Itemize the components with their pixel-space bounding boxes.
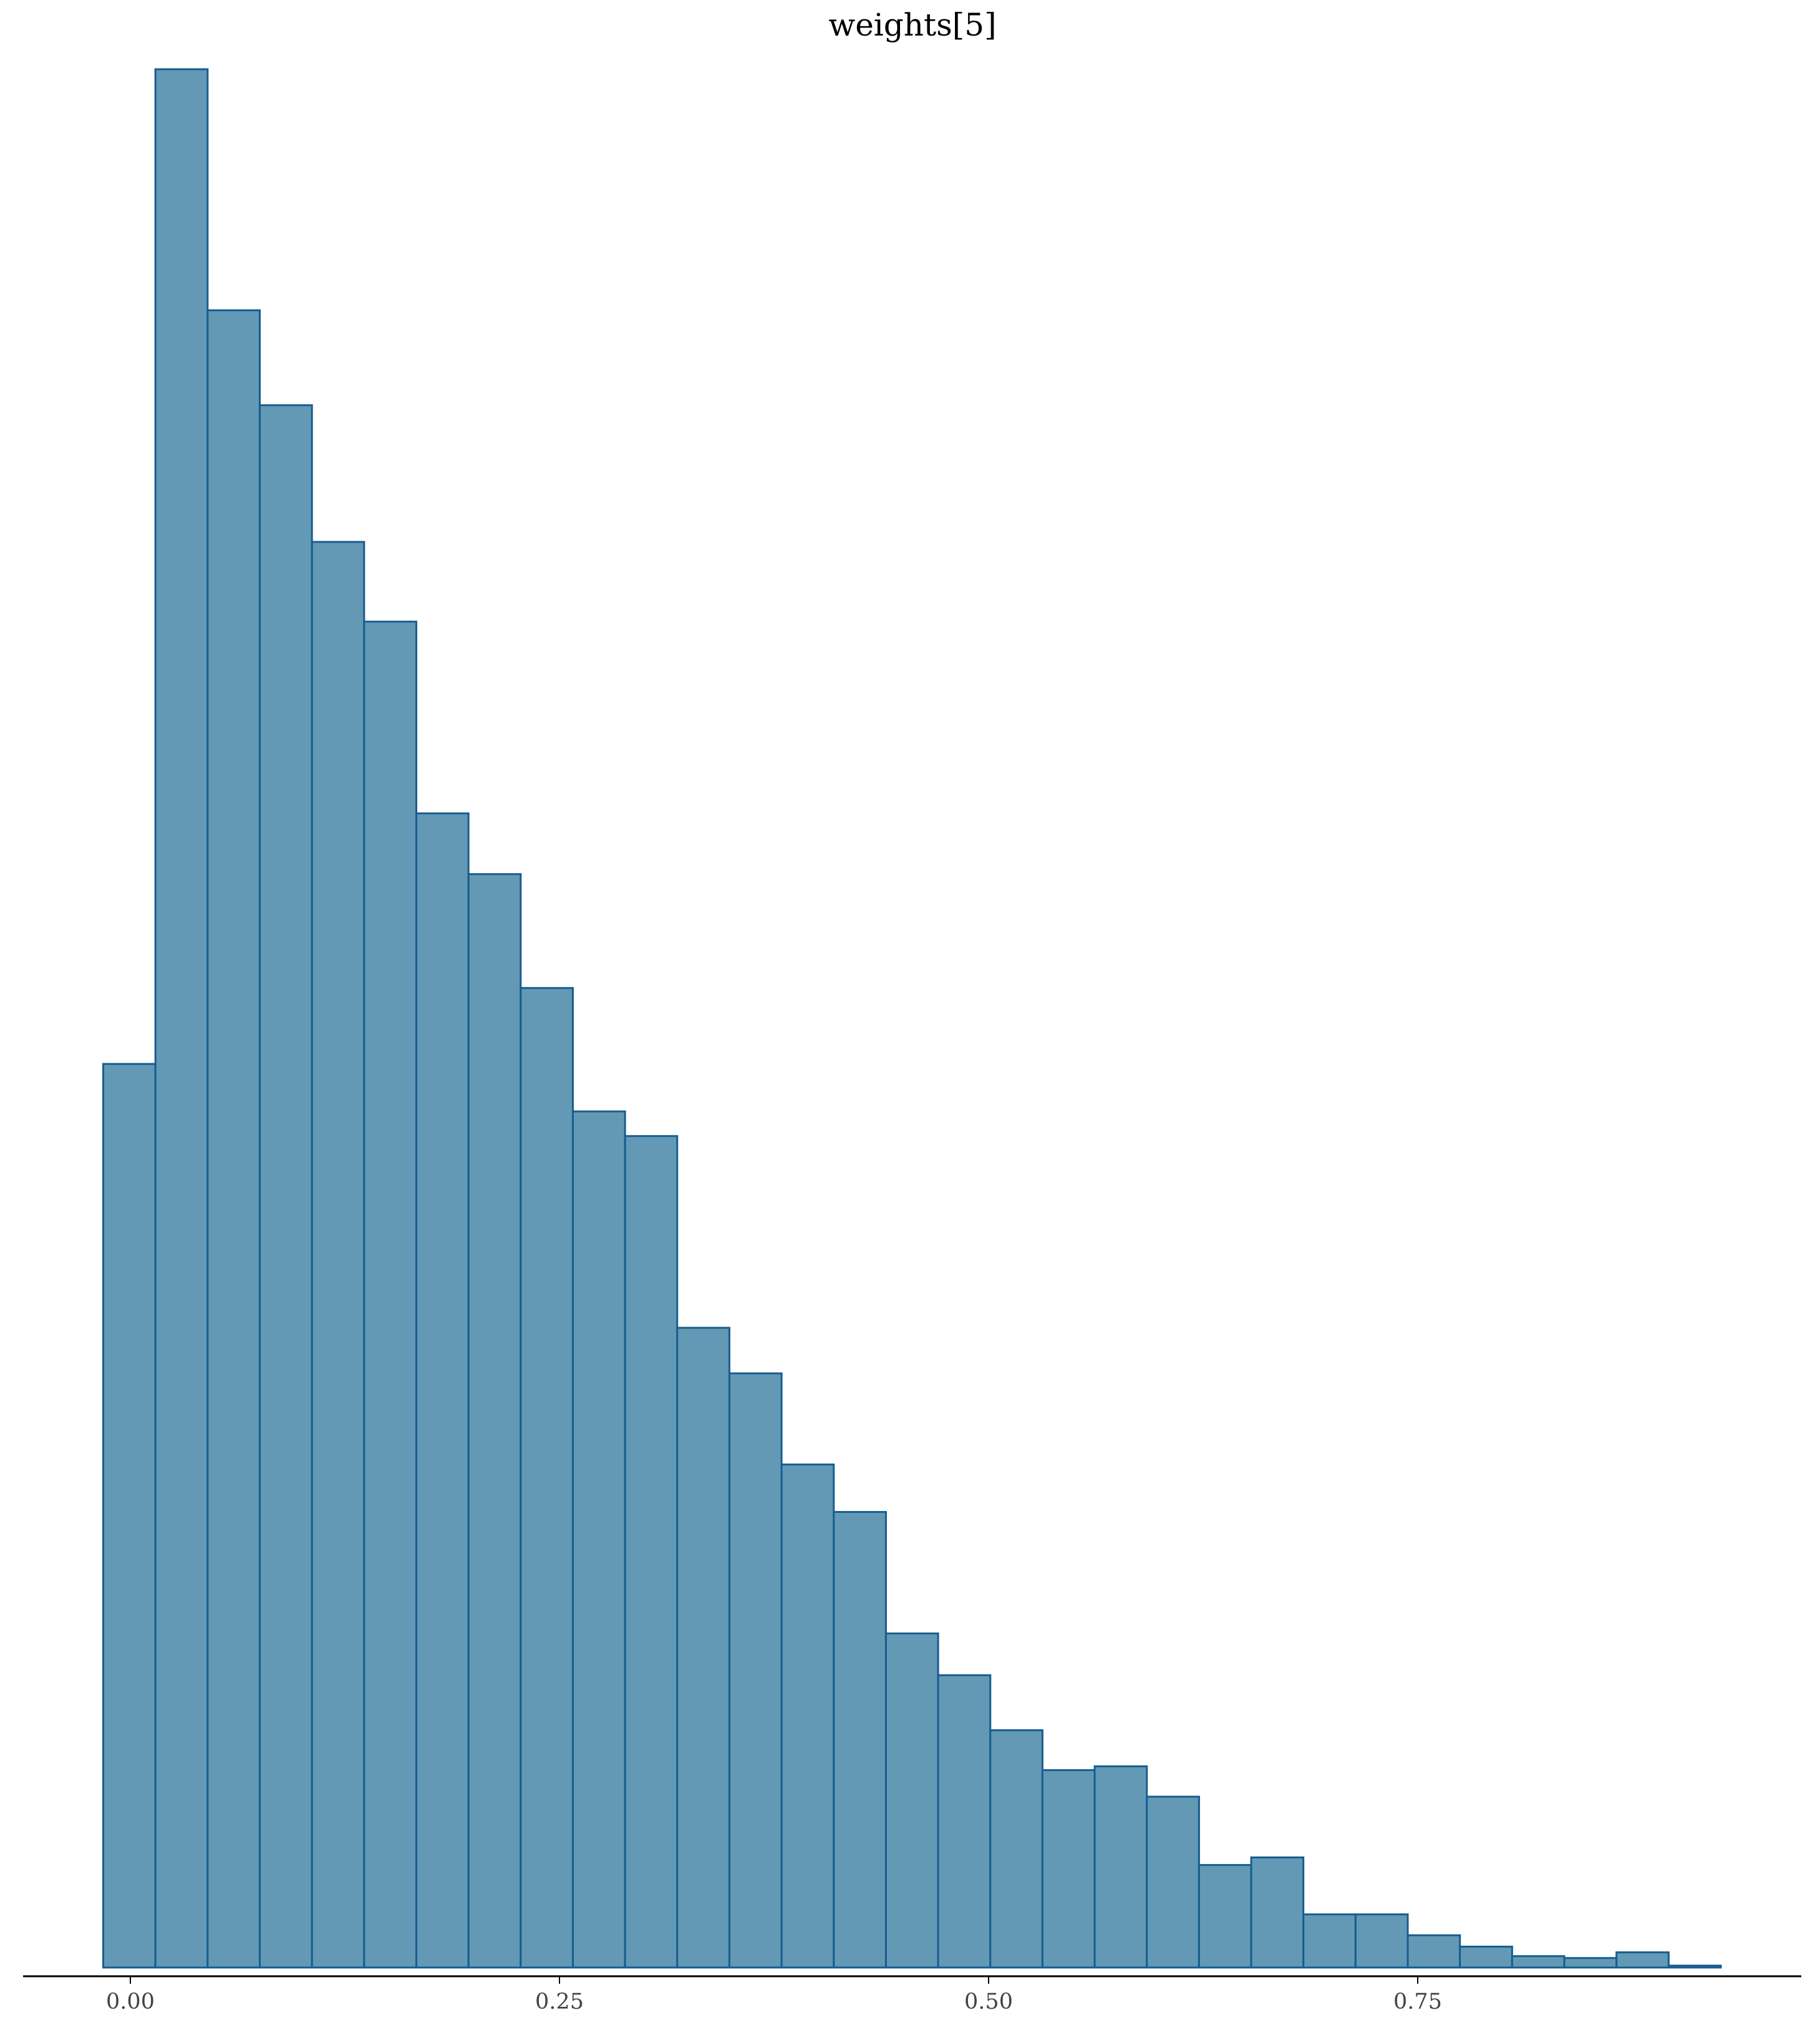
histogram-bar [676, 1326, 730, 1969]
bars-group [102, 68, 1722, 1969]
histogram-bar [1667, 1964, 1722, 1969]
histogram-bar [624, 1135, 679, 1969]
histogram-bar [728, 1372, 783, 1969]
x-tick-label: 0.25 [535, 1989, 584, 2014]
x-tick-label: 0.50 [964, 1989, 1013, 2014]
histogram-bar [154, 68, 209, 1969]
histogram-bar [1563, 1957, 1618, 1969]
histogram-bar [1250, 1856, 1305, 1969]
histogram-bar [1511, 1955, 1566, 1969]
histogram-bar [206, 309, 261, 1969]
histogram-bar [1615, 1951, 1670, 1969]
histogram-bar [1093, 1765, 1148, 1969]
x-tick-label: 0.75 [1393, 1989, 1442, 2014]
histogram-bar [1302, 1913, 1357, 1969]
histogram-bar [571, 1110, 626, 1969]
histogram-bar [1406, 1934, 1461, 1969]
histogram-bar [467, 873, 522, 1969]
histogram-bar [780, 1463, 835, 1969]
histogram-bar [1459, 1946, 1513, 1969]
histogram-bar [520, 987, 574, 1969]
histogram-bar [363, 621, 417, 1969]
histogram-bar [833, 1510, 887, 1969]
histogram-bar [937, 1674, 992, 1969]
histogram-bar [259, 404, 313, 1969]
x-tick-label: 0.00 [106, 1989, 155, 2014]
histogram-bar [1146, 1795, 1200, 1969]
histogram-bar [989, 1729, 1043, 1969]
histogram-bar [1041, 1769, 1096, 1969]
chart-title: weights[5] [828, 7, 996, 43]
histogram-bar [102, 1063, 157, 1969]
x-ticks-group: 0.00 0.25 0.50 0.75 [106, 1976, 1442, 2014]
histogram-bar [415, 812, 470, 1969]
histogram-bar [1198, 1864, 1252, 1969]
histogram-bar [311, 541, 365, 1969]
histogram-bar [1354, 1913, 1409, 1969]
histogram-bar [884, 1632, 939, 1969]
